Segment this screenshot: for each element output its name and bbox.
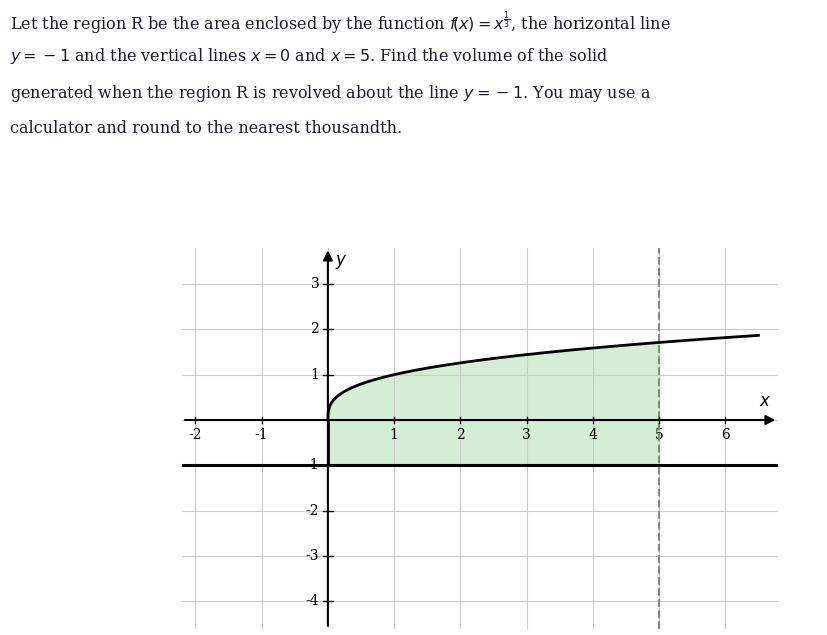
- Text: 3: 3: [522, 428, 530, 442]
- Text: 3: 3: [310, 277, 319, 291]
- Text: 6: 6: [720, 428, 729, 442]
- Text: calculator and round to the nearest thousandth.: calculator and round to the nearest thou…: [10, 120, 402, 137]
- Text: -2: -2: [189, 428, 202, 442]
- Text: 2: 2: [310, 323, 319, 337]
- Text: Let the region R be the area enclosed by the function $f\!\left(x\right) = x^{\f: Let the region R be the area enclosed by…: [10, 10, 670, 37]
- Text: generated when the region R is revolved about the line $y = -1$. You may use a: generated when the region R is revolved …: [10, 83, 650, 104]
- Text: 2: 2: [456, 428, 464, 442]
- Text: -1: -1: [255, 428, 268, 442]
- Text: 4: 4: [588, 428, 596, 442]
- Text: $y$: $y$: [334, 253, 347, 271]
- Text: -2: -2: [305, 504, 319, 518]
- Text: -3: -3: [305, 549, 319, 563]
- Text: $y = -1$ and the vertical lines $x = 0$ and $x = 5$. Find the volume of the soli: $y = -1$ and the vertical lines $x = 0$ …: [10, 46, 608, 66]
- Text: 5: 5: [654, 428, 662, 442]
- Text: 1: 1: [390, 428, 398, 442]
- Text: 1: 1: [310, 368, 319, 382]
- Text: $x$: $x$: [758, 393, 771, 410]
- Text: -1: -1: [305, 458, 319, 472]
- Text: -4: -4: [305, 594, 319, 608]
